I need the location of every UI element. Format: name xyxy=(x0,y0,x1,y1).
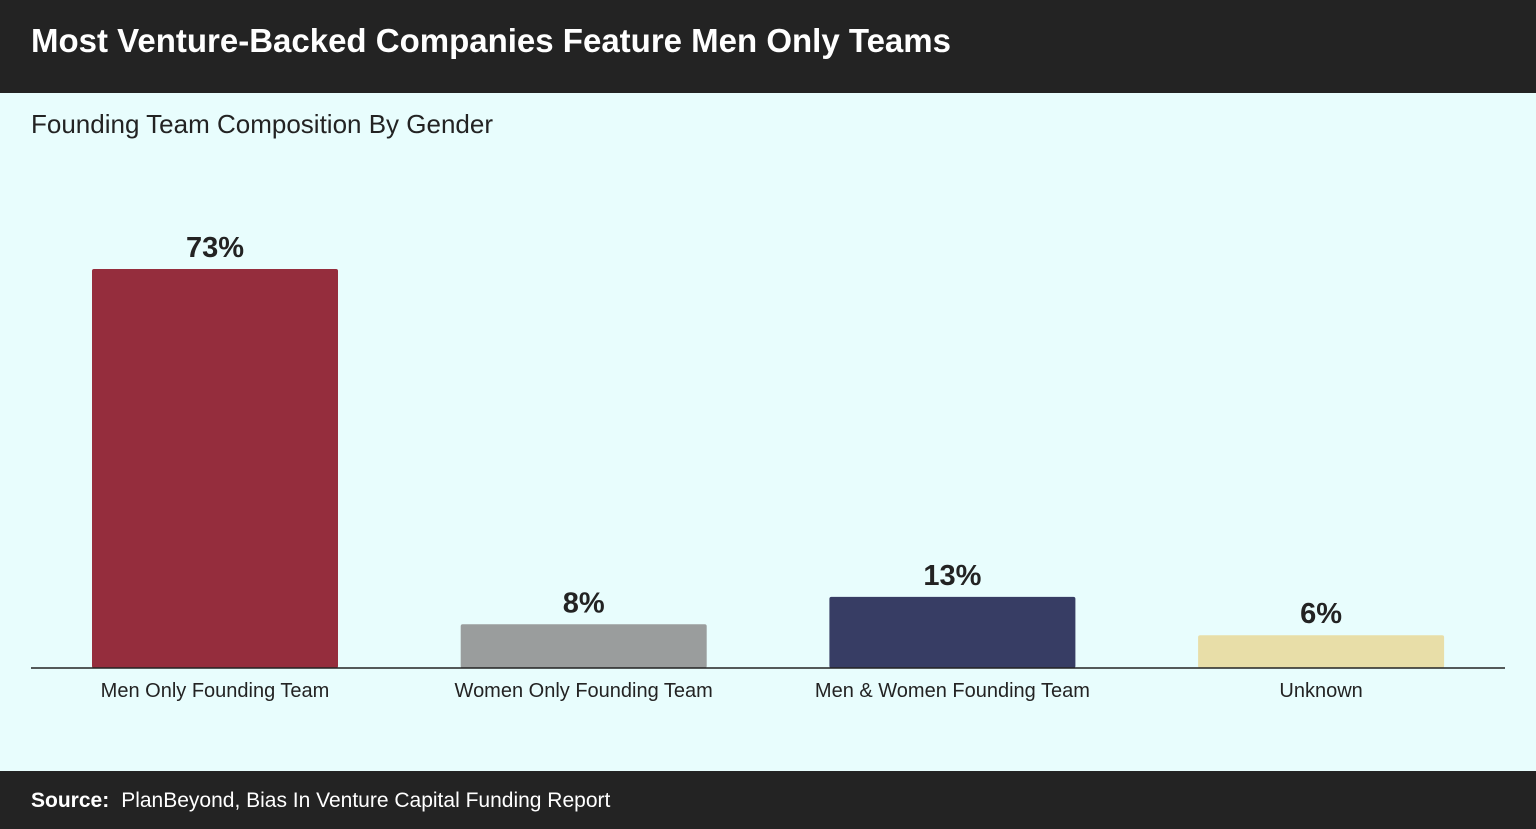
data-label-men-and-women-founding-team: 13% xyxy=(923,560,981,592)
source-line: Source: PlanBeyond, Bias In Venture Capit… xyxy=(31,789,610,813)
chart-subtitle: Founding Team Composition By Gender xyxy=(31,109,493,139)
data-label-men-only-founding-team: 73% xyxy=(186,232,244,264)
source-text: PlanBeyond, Bias In Venture Capital Fund… xyxy=(121,789,611,812)
source-label: Source: xyxy=(31,789,110,812)
page-title: Most Venture-Backed Companies Feature Me… xyxy=(31,22,951,59)
data-label-unknown: 6% xyxy=(1300,598,1342,630)
category-label-unknown: Unknown xyxy=(1279,680,1362,702)
category-label-men-and-women-founding-team: Men & Women Founding Team xyxy=(815,680,1090,702)
footer-bar: Source: PlanBeyond, Bias In Venture Capit… xyxy=(0,771,1536,829)
category-label-women-only-founding-team: Women Only Founding Team xyxy=(455,680,713,702)
data-label-women-only-founding-team: 8% xyxy=(563,587,605,619)
bar-chart: 73% Men Only Founding Team 8% Women Only Fo… xyxy=(31,232,1505,702)
bar-unknown xyxy=(1198,635,1445,668)
bar-women-only-founding-team xyxy=(460,624,707,668)
bar-men-and-women-founding-team xyxy=(829,596,1076,668)
category-label-men-only-founding-team: Men Only Founding Team xyxy=(101,680,330,702)
bar-men-only-founding-team xyxy=(92,269,338,668)
header-bar: Most Venture-Backed Companies Feature Me… xyxy=(0,0,1536,93)
